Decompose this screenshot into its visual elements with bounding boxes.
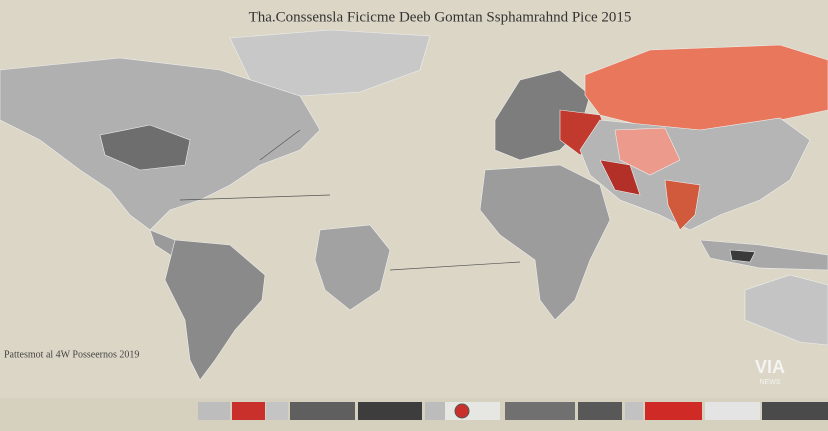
continents (0, 29, 828, 381)
pointer (389, 261, 521, 271)
swatch (425, 402, 445, 420)
swatch (578, 402, 622, 420)
india (664, 179, 701, 231)
atlantic-region (314, 224, 391, 311)
swatch (358, 402, 422, 420)
map-title: Tha.Conssensla Ficicme Deeb Gomtan Sspha… (249, 9, 632, 25)
legend-strip (0, 398, 828, 431)
island-dark (729, 249, 756, 263)
swatch (198, 402, 230, 420)
southeast-asia (699, 239, 828, 271)
swatch (705, 402, 760, 420)
north-america-region (99, 124, 191, 171)
swatch (232, 402, 265, 420)
middle-east-red (599, 159, 641, 196)
africa (479, 164, 611, 321)
pointer (259, 129, 301, 161)
pointer (179, 194, 331, 201)
watermark-logo: VIA (755, 357, 785, 377)
swatch (290, 402, 355, 420)
australia (744, 274, 828, 346)
swatch (505, 402, 575, 420)
side-label: Pattesmot al 4W Posseernos 2019 (4, 349, 139, 360)
swatch (445, 402, 500, 420)
emblem (454, 403, 470, 419)
watermark-sub: NEWS (760, 379, 781, 386)
swatch (645, 402, 702, 420)
swatch (266, 402, 288, 420)
swatch (625, 402, 643, 420)
swatch (762, 402, 828, 420)
central-asia (614, 127, 681, 176)
pointer-lines (179, 129, 521, 271)
south-america (164, 239, 266, 381)
